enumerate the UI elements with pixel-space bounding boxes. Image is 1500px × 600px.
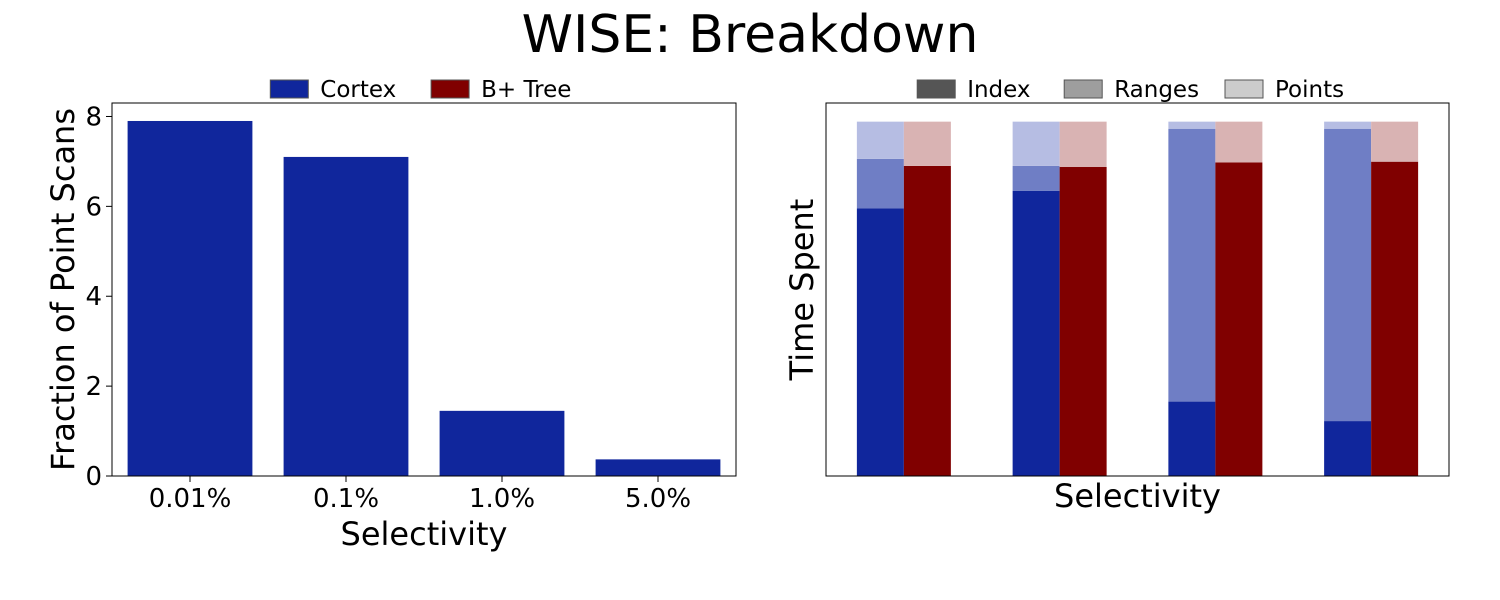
x-tick-label: 5.0% — [625, 484, 691, 514]
left-y-axis-label: Fraction of Point Scans — [44, 108, 82, 471]
cortex-ranges-segment — [856, 158, 904, 209]
cortex-index-segment — [1012, 190, 1060, 477]
bar-1.0% — [439, 410, 565, 476]
btree-points-segment — [1059, 121, 1107, 168]
btree-points-segment — [903, 121, 951, 166]
legend-label: B+ Tree — [481, 77, 571, 103]
cortex-points-segment — [1012, 121, 1060, 166]
cortex-points-segment — [856, 121, 904, 159]
y-tick-label: 2 — [85, 372, 102, 402]
cortex-ranges-segment — [1168, 128, 1216, 402]
cortex-index-segment — [856, 208, 904, 476]
x-tick-label: 1.0% — [469, 484, 535, 514]
x-tick-label: 0.1% — [313, 484, 379, 514]
y-tick-label: 4 — [85, 282, 102, 312]
cortex-ranges-segment — [1012, 165, 1060, 191]
right-x-axis-label: Selectivity — [1054, 477, 1221, 515]
cortex-index-segment — [1324, 421, 1372, 476]
right-chart: Index Ranges Points Selectivity Time Spent — [783, 77, 1450, 515]
y-tick-label: 8 — [85, 102, 102, 132]
legend-swatch-b-tree — [430, 79, 470, 99]
right-legend: Index Ranges Points — [916, 77, 1344, 103]
figure-title: WISE: Breakdown — [521, 5, 979, 65]
bar-0.1% — [283, 156, 409, 476]
btree-index-segment — [903, 165, 951, 476]
legend-swatch-ranges — [1063, 79, 1103, 99]
right-y-axis-label: Time Spent — [783, 199, 821, 382]
x-tick-label: 0.01% — [149, 484, 232, 514]
left-plot-frame — [111, 102, 737, 477]
left-chart: Cortex B+ Tree 0 2 4 6 8 0.01% 0.1% 1.0% 5.0% Se… — [44, 77, 737, 553]
bar-5.0% — [595, 459, 721, 476]
y-tick-label: 6 — [85, 192, 102, 222]
left-x-axis-label: Selectivity — [341, 515, 508, 553]
legend-label: Index — [967, 77, 1030, 103]
cortex-points-segment — [1168, 121, 1216, 129]
left-legend: Cortex B+ Tree — [269, 77, 571, 103]
legend-label: Ranges — [1114, 77, 1199, 103]
cortex-ranges-segment — [1324, 128, 1372, 422]
left-y-axis: 0 2 4 6 8 — [85, 102, 112, 492]
legend-swatch-index — [916, 79, 956, 99]
legend-label: Points — [1275, 77, 1344, 103]
btree-points-segment — [1371, 121, 1419, 162]
bar-0.01% — [127, 120, 253, 477]
cortex-index-segment — [1168, 401, 1216, 476]
legend-swatch-cortex — [269, 79, 309, 99]
left-x-axis: 0.01% 0.1% 1.0% 5.0% — [149, 476, 691, 514]
legend-swatch-points — [1224, 79, 1264, 99]
right-bars — [856, 121, 1419, 477]
right-plot-frame — [825, 102, 1450, 477]
left-bars — [127, 120, 721, 477]
cortex-points-segment — [1324, 121, 1372, 129]
btree-points-segment — [1215, 121, 1263, 163]
btree-index-segment — [1215, 162, 1263, 476]
y-tick-label: 0 — [85, 462, 102, 492]
btree-index-segment — [1059, 167, 1107, 476]
legend-label: Cortex — [320, 77, 396, 103]
btree-index-segment — [1371, 161, 1419, 477]
